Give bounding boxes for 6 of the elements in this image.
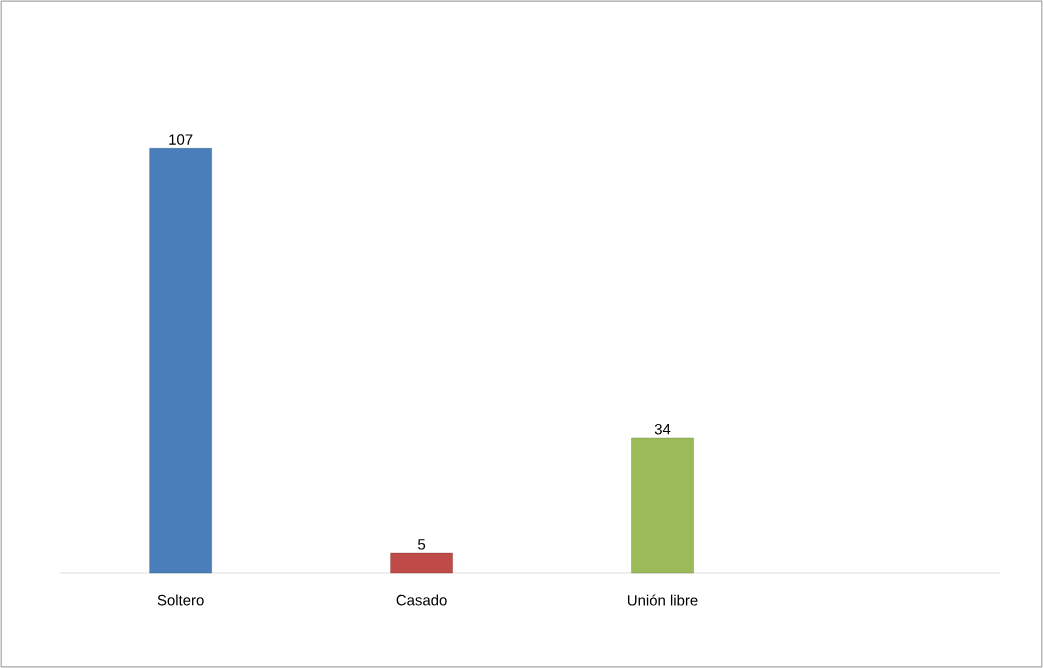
data-label: 107: [169, 134, 193, 145]
data-label: 34: [654, 423, 671, 435]
x-tick-label: Unión libre: [627, 594, 698, 606]
x-tick-label: Casado: [396, 594, 447, 606]
data-label: 5: [418, 539, 426, 550]
x-tick-label: Soltero: [157, 594, 204, 606]
